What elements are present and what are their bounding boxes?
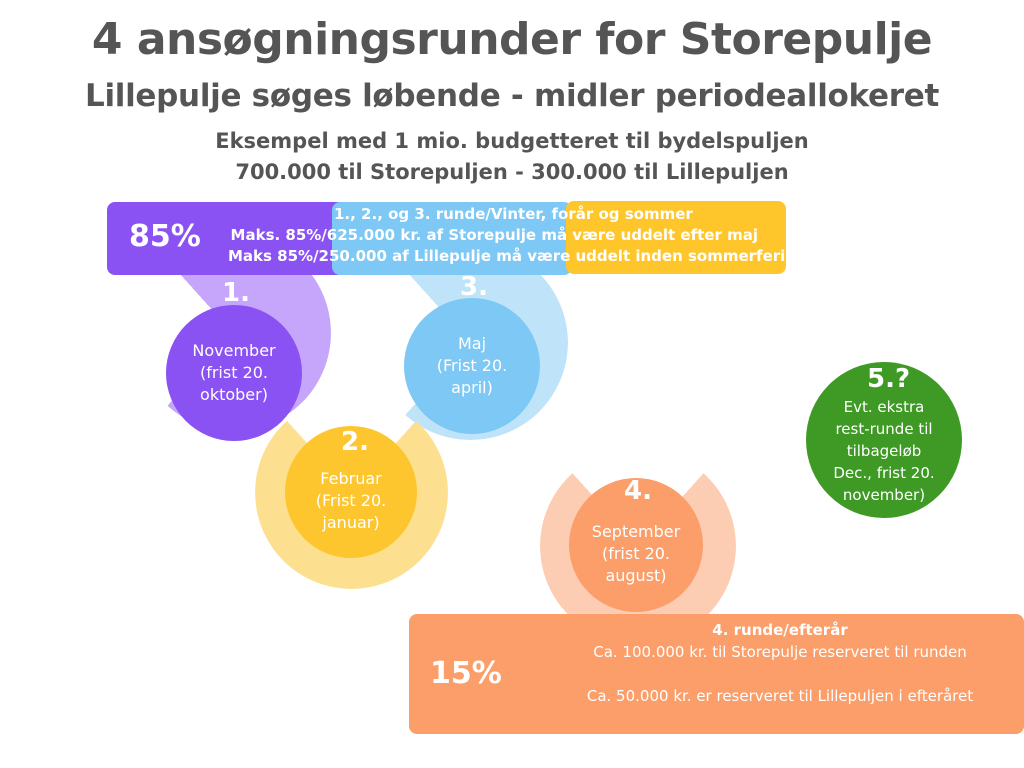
round-3-number: 3.: [460, 272, 488, 302]
bottom-band-text: 4. runde/efterår Ca. 100.000 kr. til Sto…: [560, 619, 1000, 707]
example-text: Eksempel med 1 mio. budgetteret til byde…: [0, 126, 1024, 188]
round-1-line-2: (frist 20.: [199, 363, 269, 382]
round-5-line-1: Evt. ekstra: [843, 398, 925, 416]
round-4-line-1: September: [591, 522, 681, 541]
round-5-number: 5.?: [867, 364, 911, 394]
round-4-number: 4.: [624, 476, 652, 506]
top-band-text: 1., 2., og 3. runde/Vinter, forår og som…: [228, 204, 807, 267]
round-2-line-1: Februar: [320, 469, 382, 488]
round-2-line-3: januar): [322, 513, 380, 532]
percent-15-label: 15%: [430, 656, 502, 691]
example-line-2: 700.000 til Storepuljen - 300.000 til Li…: [235, 160, 789, 184]
band-blue: [332, 202, 572, 275]
top-band-line-1: 1., 2., og 3. runde/Vinter, forår og som…: [334, 205, 693, 223]
round-1-number: 1.: [222, 278, 250, 308]
page-title: 4 ansøgningsrunder for Storepulje: [91, 14, 933, 65]
band-orange: [409, 614, 1024, 734]
round-5-circle: Evt. ekstra rest-runde til tilbageløb De…: [806, 362, 962, 518]
example-line-1: Eksempel med 1 mio. budgetteret til byde…: [215, 129, 809, 153]
page-subtitle: Lillepulje søges løbende - midler period…: [85, 78, 939, 114]
round-3-line-1: Maj: [457, 334, 487, 353]
round-2-core: Februar (Frist 20. januar): [285, 426, 417, 558]
round-1-line-3: oktober): [200, 385, 268, 404]
bottom-band-line-2: Ca. 50.000 kr. er reserveret til Lillepu…: [586, 687, 974, 705]
band-purple: [107, 202, 351, 275]
round-5-line-3: tilbageløb: [846, 442, 922, 460]
round-5-line-5: november): [842, 486, 926, 504]
top-band-line-3: Maks 85%/250.000 af Lillepulje må være u…: [228, 247, 807, 265]
round-3-line-3: april): [451, 378, 493, 397]
bottom-band-line-1: Ca. 100.000 kr. til Storepulje reservere…: [593, 643, 967, 661]
band-yellow: [566, 201, 786, 274]
round-3-line-2: (Frist 20.: [436, 356, 508, 375]
round-1-core: November (frist 20. oktober): [166, 305, 302, 441]
round-2-number: 2.: [341, 427, 369, 457]
round-4-line-2: (frist 20.: [601, 544, 671, 563]
bottom-band-heading: 4. runde/efterår: [712, 621, 848, 639]
round-4-line-3: august): [605, 566, 667, 585]
round-5-line-2: rest-runde til: [835, 420, 933, 438]
round-1-line-1: November: [192, 341, 276, 360]
percent-85-label: 85%: [129, 219, 201, 254]
round-5-line-4: Dec., frist 20.: [833, 464, 935, 482]
top-band-line-2: Maks. 85%/625.000 kr. af Storepulje må v…: [230, 226, 758, 244]
round-2-line-2: (Frist 20.: [315, 491, 387, 510]
round-4-core: September (frist 20. august): [569, 478, 703, 612]
round-3-core: Maj (Frist 20. april): [404, 298, 540, 434]
